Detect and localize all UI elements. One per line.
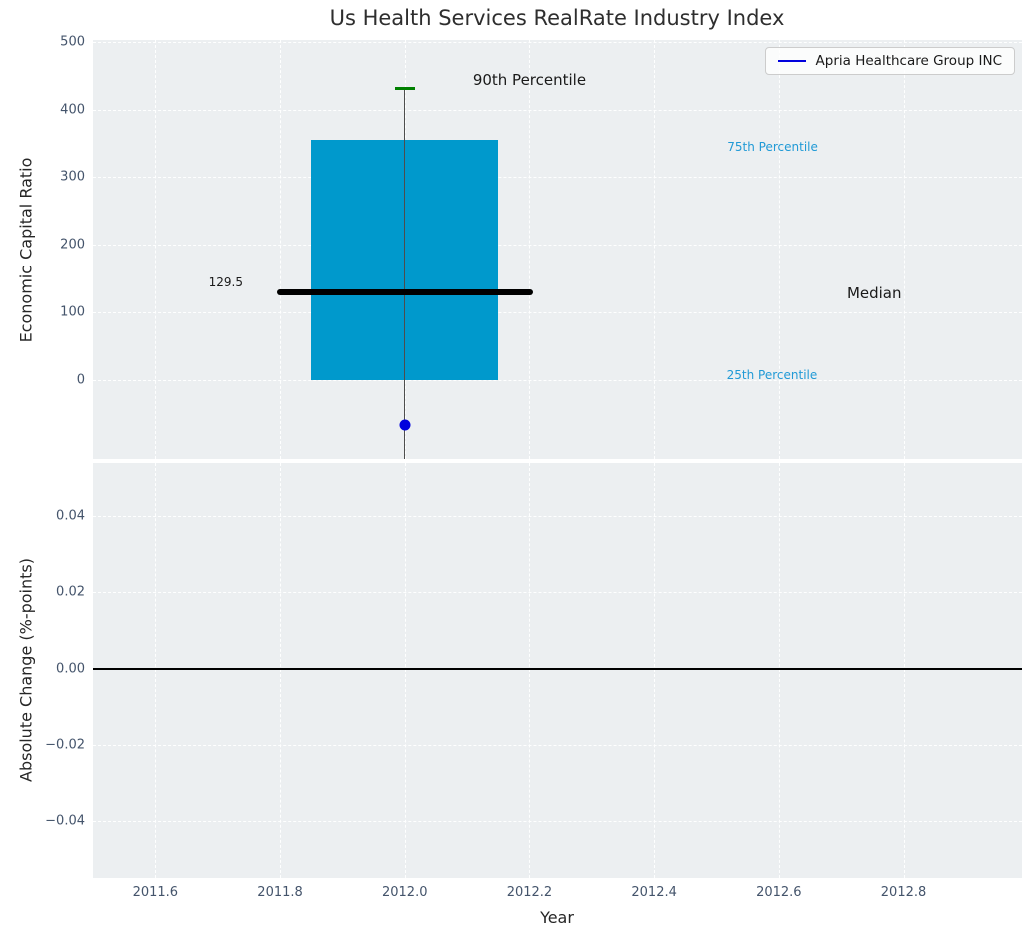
x-gridline: [654, 40, 656, 459]
x-gridline: [529, 40, 531, 459]
y-gridline: [93, 592, 1022, 594]
x-tick-label: 2012.2: [506, 885, 553, 900]
y-tick-label: 100: [60, 304, 85, 320]
x-gridline: [529, 463, 531, 878]
top-axes-economic-capital-ratio: 90th Percentile 75th Percentile 129.5 Media…: [93, 40, 1022, 459]
y-gridline: [93, 244, 1022, 246]
x-gridline: [654, 463, 656, 878]
median-line: [276, 289, 533, 296]
y-tick-label: 500: [60, 34, 85, 50]
annotation-129-5: 129.5: [208, 274, 243, 289]
legend-line-sample-icon: [777, 60, 806, 62]
y-gridline: [93, 379, 1022, 381]
bottom-axes-absolute-change: [93, 463, 1022, 878]
y-tick-label: 0: [76, 372, 85, 388]
y-tick-label: 0.04: [56, 508, 85, 524]
x-gridline: [404, 463, 406, 878]
x-tick-label: 2012.0: [381, 885, 428, 900]
y-tick-label: 0.00: [56, 661, 85, 677]
y-tick-label: 400: [60, 102, 85, 118]
y-gridline: [93, 312, 1022, 314]
y-tick-label: 200: [60, 237, 85, 253]
y-gridline: [93, 177, 1022, 179]
x-tick-label: 2012.6: [756, 885, 802, 900]
zero-reference-line: [93, 667, 1022, 670]
x-tick-label: 2012.4: [631, 885, 677, 900]
x-gridline: [903, 463, 905, 878]
x-gridline: [280, 463, 282, 878]
x-gridline: [155, 40, 157, 459]
x-gridline: [778, 40, 780, 459]
x-tick-label: 2012.8: [880, 885, 927, 900]
x-gridline: [280, 40, 282, 459]
y-gridline: [93, 820, 1022, 822]
annotation-75th-percentile: 75th Percentile: [727, 139, 818, 154]
x-gridline: [155, 463, 157, 878]
whisker-line: [403, 88, 406, 459]
x-gridline: [778, 463, 780, 878]
x-axis-label: Year: [540, 908, 574, 927]
x-tick-label: 2011.8: [257, 885, 303, 900]
y-gridline: [93, 744, 1022, 746]
annotation-90th-percentile: 90th Percentile: [472, 70, 587, 89]
y-gridline: [93, 516, 1022, 518]
legend-label: Apria Healthcare Group INC: [815, 53, 1002, 69]
y-tick-label: −0.02: [45, 737, 85, 753]
annotation-median: Median: [846, 283, 902, 302]
x-tick-label: 2011.6: [132, 885, 179, 900]
y-tick-label: 300: [60, 169, 85, 185]
y-gridline: [93, 42, 1022, 44]
chart-title: Us Health Services RealRate Industry Ind…: [329, 6, 785, 30]
x-gridline: [903, 40, 905, 459]
bottom-y-axis-label: Absolute Change (%-points): [16, 558, 36, 782]
legend: Apria Healthcare Group INC: [764, 47, 1015, 75]
annotation-25th-percentile: 25th Percentile: [726, 368, 818, 383]
y-gridline: [93, 109, 1022, 111]
company-data-point: [399, 419, 411, 431]
p90-cap: [394, 87, 415, 91]
y-tick-label: 0.02: [56, 584, 85, 600]
top-y-axis-label: Economic Capital Ratio: [16, 157, 36, 343]
y-tick-label: −0.04: [45, 813, 85, 829]
